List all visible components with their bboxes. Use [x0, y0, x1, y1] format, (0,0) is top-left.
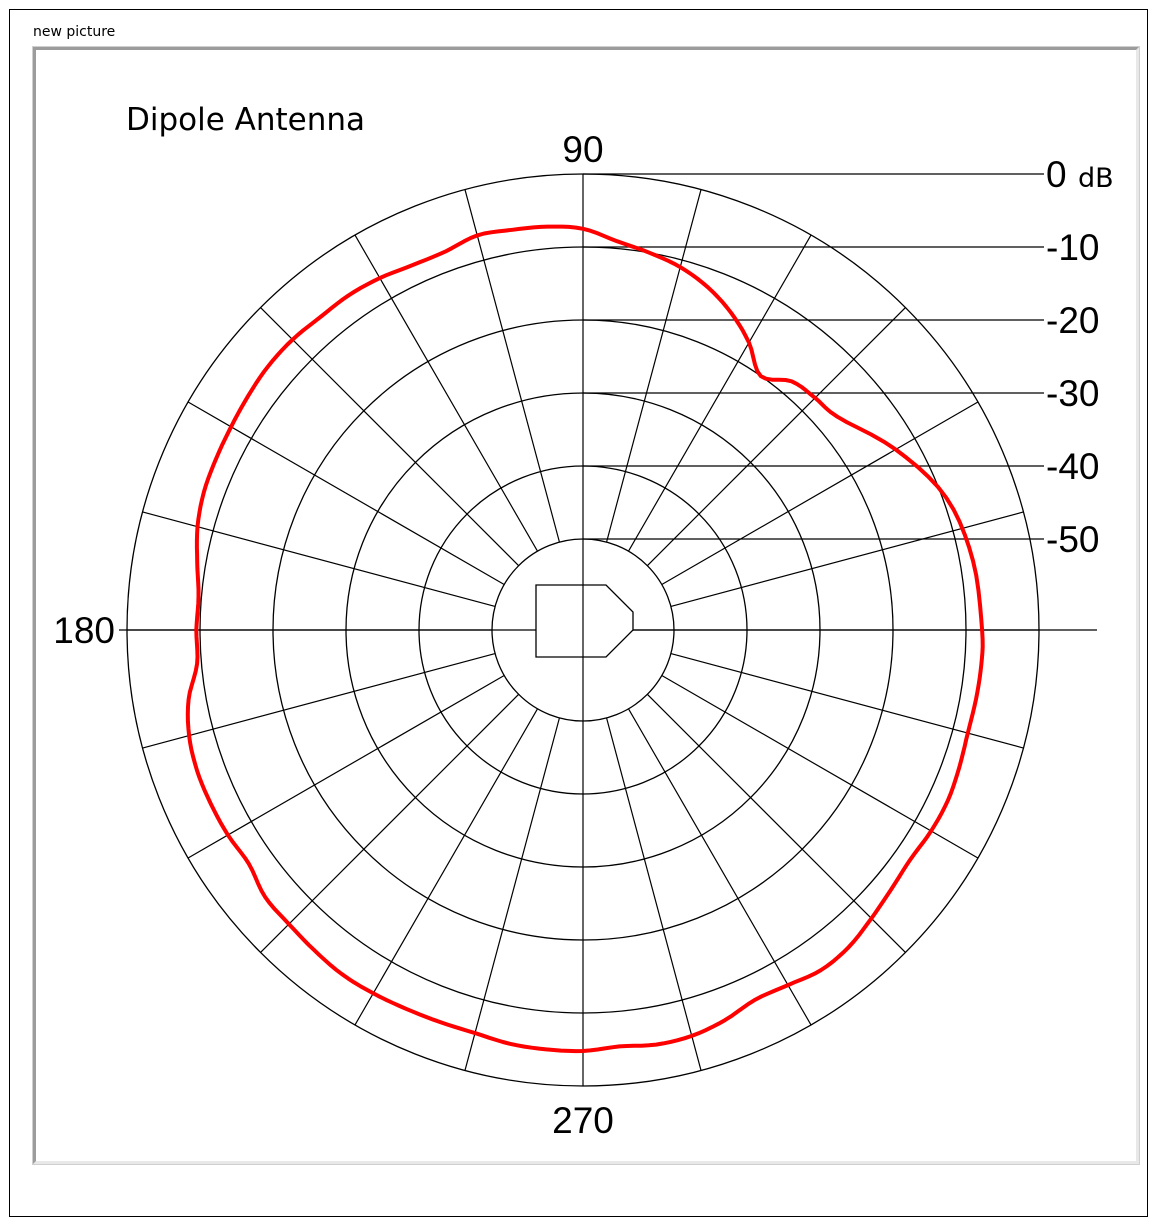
radial-tick-label: -20 [1046, 300, 1099, 341]
grid-spoke [646, 307, 906, 567]
grid-spoke [605, 717, 702, 1071]
angle-label-90: 90 [562, 129, 603, 170]
antenna-icon [535, 584, 674, 658]
grid-spoke [464, 189, 561, 543]
grid-spoke [670, 652, 1024, 749]
series-group [185, 224, 985, 1054]
chart-labels: Dipole Antenna 90 180 270 0 -10 -20 -30 -40 -50 dB [53, 102, 1113, 1141]
grid-spoke [142, 652, 496, 749]
grid-spoke [670, 511, 1024, 608]
angle-label-180: 180 [53, 610, 115, 651]
radial-tick-label: 0 [1046, 154, 1067, 195]
radial-tick-label: -50 [1046, 519, 1099, 560]
db-leader-lines [583, 173, 1044, 540]
chart-panel: Dipole Antenna 90 180 270 0 -10 -20 -30 -40 -50 dB [32, 46, 1140, 1165]
grid-spoke [646, 693, 906, 953]
chart-title: Dipole Antenna [126, 102, 365, 138]
grid-spoke [605, 189, 702, 543]
grid-spoke [187, 401, 505, 586]
radial-tick-label: -40 [1046, 446, 1099, 487]
angle-label-270: 270 [552, 1100, 614, 1141]
grid-spoke [142, 511, 496, 608]
grid-spoke [661, 401, 979, 586]
window-title: new picture [33, 24, 116, 40]
grid-spoke [260, 307, 520, 567]
antenna-shape [535, 584, 634, 658]
radial-tick-label: -10 [1046, 227, 1099, 268]
grid-spoke [464, 717, 561, 1071]
grid-spoke [354, 234, 539, 552]
grid-spoke [260, 693, 520, 953]
polar-chart: Dipole Antenna 90 180 270 0 -10 -20 -30 -40 -50 dB [53, 102, 1113, 1141]
grid-spoke [661, 674, 979, 859]
grid-spoke [627, 708, 812, 1026]
grid-spoke [354, 708, 539, 1026]
radial-unit-label: dB [1078, 163, 1114, 194]
grid-spoke [187, 674, 505, 859]
radial-tick-label: -30 [1046, 373, 1099, 414]
